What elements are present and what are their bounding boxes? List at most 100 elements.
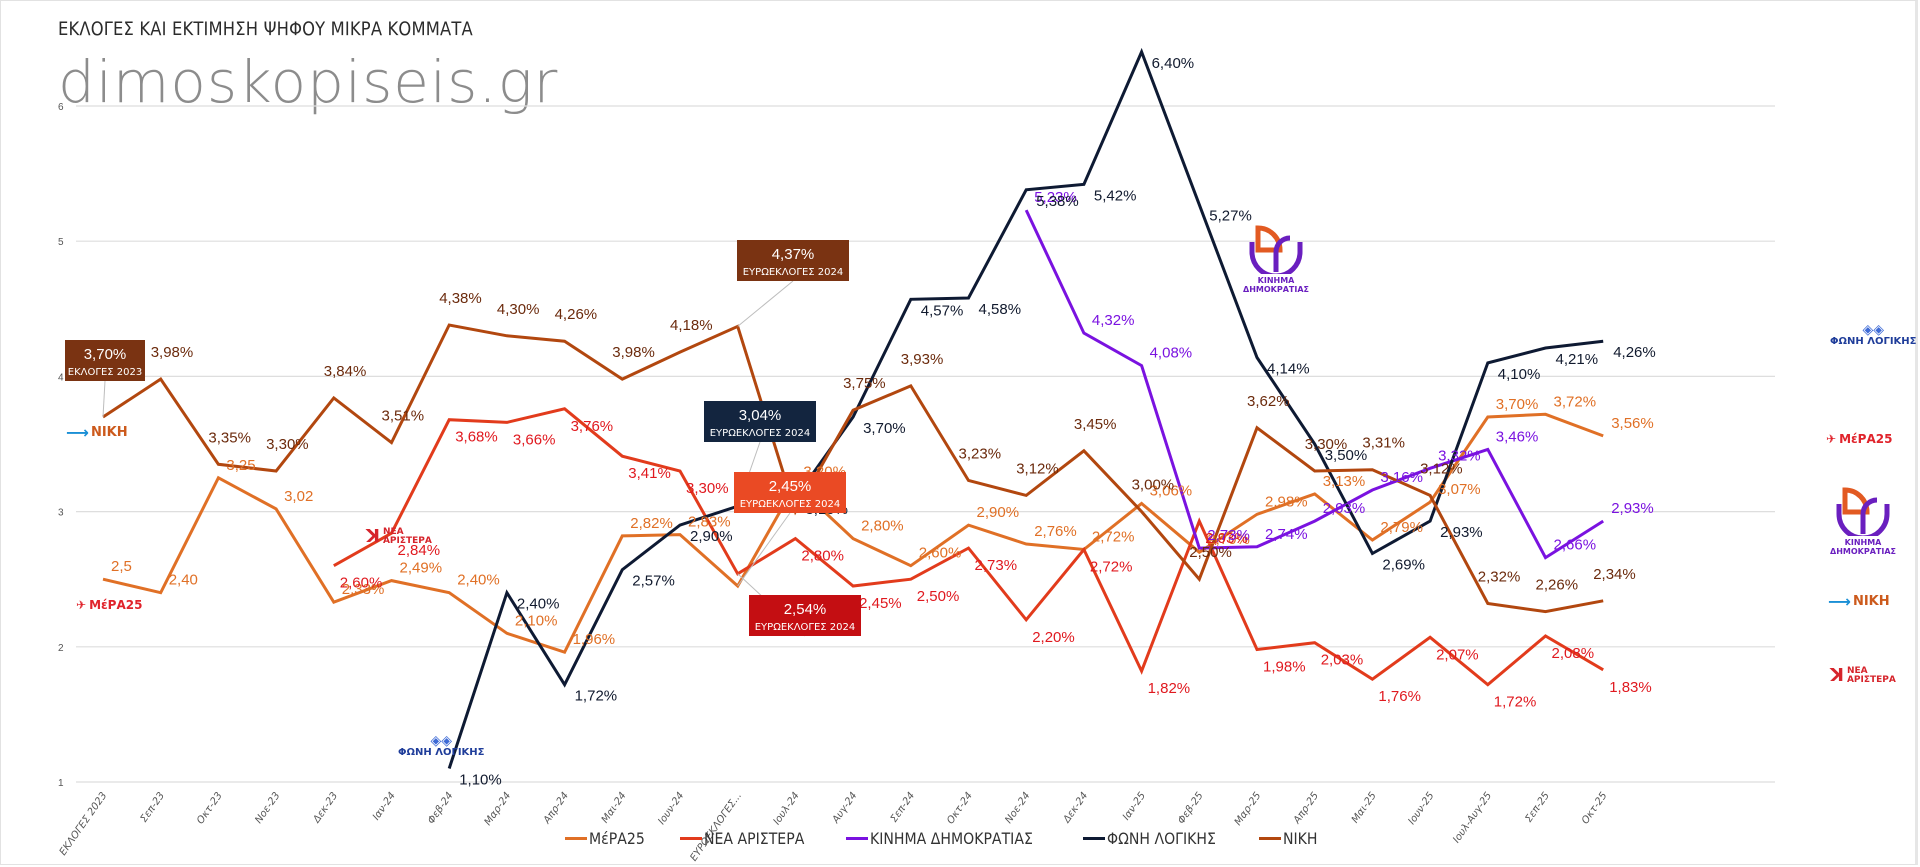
niki-logo-left: ⟶ ΝΙΚΗ — [66, 423, 128, 442]
series-line-νεα-αριστερα — [333, 407, 1604, 687]
data-label: 4,26% — [1613, 344, 1656, 361]
foni-logikis-logo-left: ◈◈ ΦΩΝΗ ΛΟΓΙΚΗΣ — [398, 733, 485, 758]
legend-item-niki[interactable]: ΝΙΚΗ — [1259, 829, 1322, 848]
niki-wing-icon: ⟶ — [1828, 592, 1851, 611]
y-axis-ticks: 1 2 3 4 5 6 — [58, 102, 64, 789]
data-label: 3,25 — [226, 457, 255, 474]
annotation-leader — [102, 380, 106, 417]
x-tick-label: Μαρ-24 — [483, 790, 514, 827]
data-label: 3,68% — [455, 429, 498, 446]
data-label: 5,23% — [1034, 189, 1077, 206]
data-label: 2,49% — [400, 560, 443, 577]
x-tick-label: Σεπ-25 — [1523, 790, 1552, 824]
data-label: 2,82% — [630, 515, 673, 532]
x-tick-label: ΕΚΛΟΓΕΣ 2023 — [58, 790, 110, 857]
x-tick-label: Σεπ-24 — [889, 790, 918, 824]
x-tick-label: Ιουν-25 — [1406, 790, 1436, 826]
data-label: 3,13% — [1323, 473, 1366, 490]
series-line-μέρα25 — [102, 412, 1604, 655]
nea-aristera-logo-left: ꓘ ΝΕΑ ΑΡΙΣΤΕΡΑ — [366, 526, 432, 547]
data-label: 2,60% — [919, 545, 962, 562]
data-label: 3,41% — [628, 465, 671, 482]
legend-swatch — [1083, 837, 1106, 840]
data-label: 2,03% — [1321, 652, 1364, 669]
annotation-value: 2,45% — [769, 478, 812, 495]
data-label: 6,40% — [1152, 55, 1195, 72]
data-label: 1,83% — [1609, 679, 1652, 696]
data-label: 4,30% — [497, 301, 540, 318]
foni-logikis-mark-icon: ◈◈ — [430, 733, 453, 749]
x-tick-label: Οκτ-23 — [195, 790, 225, 826]
x-tick-label: Αυγ-24 — [830, 790, 860, 826]
chart-title: ΕΚΛΟΓΕΣ ΚΑΙ ΕΚΤΙΜΗΣΗ ΨΗΦΟΥ ΜΙΚΡΑ ΚΟΜΜΑΤΑ — [58, 18, 473, 40]
data-label: 3,76% — [571, 418, 614, 435]
data-label: 3,70% — [1496, 396, 1539, 413]
annotation-leader — [737, 280, 794, 327]
data-label: 2,93% — [1323, 500, 1366, 517]
series-lines — [102, 47, 1605, 769]
data-label: 4,18% — [670, 317, 713, 334]
mera25-plane-icon: ✈ — [76, 598, 87, 612]
data-label: 4,26% — [555, 306, 598, 323]
gridlines — [76, 105, 1775, 783]
y-tick-label: 4 — [58, 372, 64, 383]
data-label: 2,07% — [1436, 646, 1479, 663]
legend-item-kinima-dimokratias[interactable]: ΚΙΝΗΜΑ ΔΗΜΟΚΡΑΤΙΑΣ — [846, 829, 1055, 848]
data-label: 5,27% — [1209, 208, 1252, 225]
data-label: 3,98% — [151, 344, 194, 361]
x-tick-label: Σεπ-23 — [139, 790, 168, 824]
data-label: 3,70% — [863, 420, 906, 437]
data-label: 2,84% — [398, 542, 441, 559]
data-label: 2,50% — [917, 588, 960, 605]
data-label: 2,40 — [169, 572, 198, 589]
data-label: 2,40% — [457, 572, 500, 589]
legend-item-mera25[interactable]: ΜέΡΑ25 — [565, 829, 652, 848]
data-label: 4,32% — [1092, 312, 1135, 329]
data-label: 3,84% — [324, 363, 367, 380]
legend-item-nea-aristera[interactable]: ΝΕΑ ΑΡΙΣΤΕΡΑ — [680, 829, 818, 848]
kinima-logo-right: ΚΙΝΗΜΑ ΔΗΜΟΚΡΑΤΙΑΣ — [1830, 484, 1896, 556]
data-label: 1,82% — [1148, 680, 1191, 697]
data-label: 3,66% — [513, 431, 556, 448]
data-label: 2,98% — [1265, 493, 1308, 510]
data-label: 4,38% — [439, 290, 482, 307]
annotation-caption: ΕΥΡΩΕΚΛΟΓΕΣ 2024 — [743, 267, 844, 278]
data-label: 2,93% — [1205, 530, 1248, 547]
data-label: 2,93% — [1611, 500, 1654, 517]
x-axis-ticks: ΕΚΛΟΓΕΣ 2023 Σεπ-23 Οκτ-23 Νοε-23 Δεκ-23 Ιαν-… — [58, 790, 1610, 863]
data-label: 4,58% — [979, 301, 1022, 318]
mera25-logo-right: ✈ ΜέΡΑ25 — [1826, 432, 1893, 446]
data-label: 1,96% — [573, 631, 616, 648]
data-label: 2,79% — [1380, 519, 1423, 536]
x-tick-label: Ιαν-24 — [371, 790, 398, 822]
annotation-value: 2,54% — [784, 601, 827, 618]
x-tick-label: Μαρ-25 — [1233, 790, 1264, 827]
data-label: 4,21% — [1556, 351, 1599, 368]
data-label: 3,50% — [1325, 447, 1368, 464]
data-label: 2,70% — [1207, 531, 1250, 548]
x-tick-label: Δεκ-23 — [311, 790, 340, 825]
data-label: 2,69% — [1382, 557, 1425, 574]
y-tick-label: 3 — [58, 508, 64, 519]
legend-item-foni-logikis[interactable]: ΦΩΝΗ ΛΟΓΙΚΗΣ — [1083, 829, 1231, 848]
x-tick-label: Ιουλ-Αυγ-25 — [1451, 790, 1494, 845]
x-tick-label: Μαι-25 — [1350, 790, 1379, 825]
data-label: 2,45% — [859, 595, 902, 612]
annotation-box — [65, 340, 145, 381]
series-line-κινημα-δημοκρατιας — [1024, 209, 1605, 560]
data-label: 3,45% — [1074, 416, 1117, 433]
annotation-box — [737, 240, 849, 281]
data-label: 3,12% — [1420, 460, 1463, 477]
data-label: 1,76% — [1378, 688, 1421, 705]
x-tick-label: Δεκ-24 — [1061, 790, 1090, 825]
data-label: 2,5 — [111, 558, 132, 575]
x-tick-label: ΕΥΡΩΕΚΛΟΓΕΣ... — [688, 790, 744, 863]
niki-wing-icon: ⟶ — [66, 423, 89, 442]
data-label: 2,93% — [1440, 524, 1483, 541]
data-label: 3,31% — [1362, 435, 1405, 452]
data-label: 3,62% — [1247, 393, 1290, 410]
data-label: 2,73% — [975, 557, 1018, 574]
x-tick-label: Απρ-25 — [1291, 790, 1321, 826]
annotation-caption: ΕΥΡΩΕΚΛΟΓΕΣ 2024 — [755, 622, 856, 633]
data-label: 2,73% — [1207, 527, 1250, 544]
